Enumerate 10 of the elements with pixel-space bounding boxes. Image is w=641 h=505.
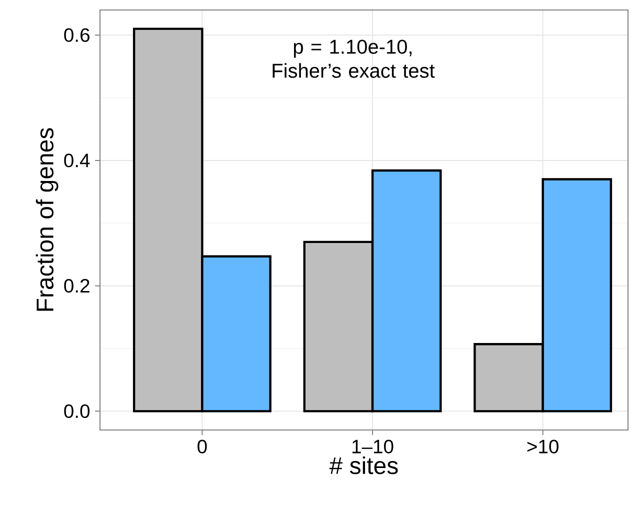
x-tick-label: >10 <box>527 440 558 454</box>
x-axis-title: # sites <box>329 456 398 474</box>
x-tick-label: 0 <box>198 440 207 454</box>
y-tick-label: 0.4 <box>64 154 90 168</box>
y-tick-label: 0.2 <box>64 278 90 293</box>
x-tick-label: 1–10 <box>352 440 394 454</box>
y-tick-label: 0.0 <box>64 404 90 418</box>
y-tick-label: 0.6 <box>64 28 90 42</box>
annotation: p = 1.10e-10, Fisher’s exact test <box>272 40 435 78</box>
y-axis-title: Fraction of genes <box>36 128 58 311</box>
